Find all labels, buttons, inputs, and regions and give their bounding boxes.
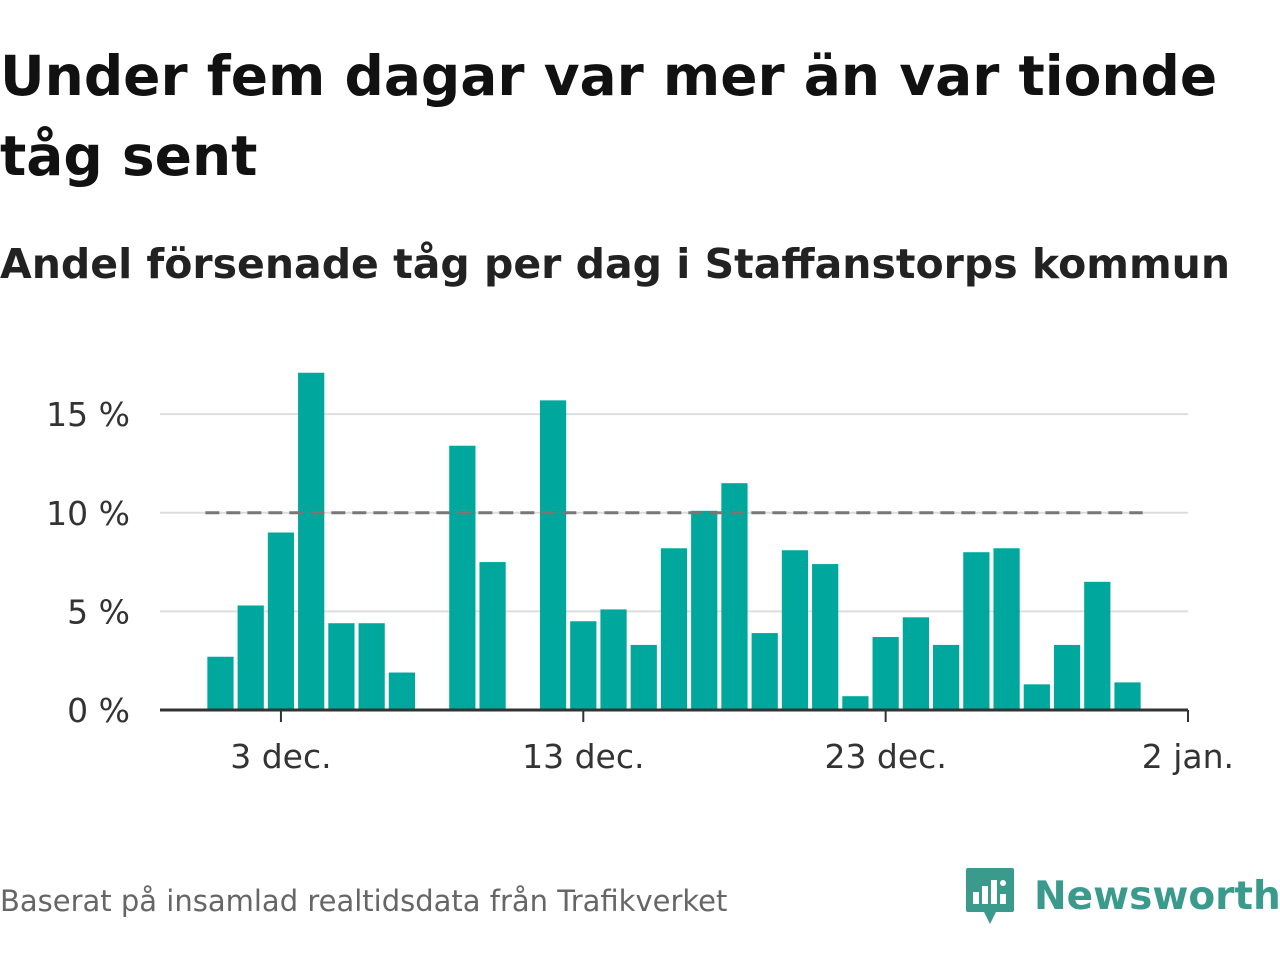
bar [781, 550, 809, 710]
y-tick-label: 5 % [67, 592, 130, 631]
brand-name: Newsworthy [1034, 873, 1280, 919]
y-tick-label: 10 % [46, 494, 130, 533]
bar-chart: 0 % 5 % 10 % 15 % 3 dec. 13 dec. 23 dec. 2 jan… [46, 372, 1234, 776]
bar [600, 609, 627, 710]
y-tick-label: 0 % [67, 691, 130, 730]
bar [1084, 581, 1111, 710]
bar [267, 532, 295, 710]
bar [1023, 684, 1050, 710]
bar [570, 621, 597, 710]
chart-title: Under fem dagar var mer än var tionde tå… [0, 44, 1218, 188]
chart-subtitle: Andel försenade tåg per dag i Staffansto… [0, 240, 1231, 288]
bar [630, 644, 657, 710]
x-tick-label: 3 dec. [230, 737, 331, 776]
newsworthy-logo-icon [966, 868, 1014, 924]
bar [751, 633, 778, 710]
bar [358, 623, 385, 710]
bar [237, 605, 264, 710]
bar [388, 672, 415, 710]
bar [328, 623, 355, 710]
bar [660, 548, 688, 710]
bar [933, 644, 960, 710]
bar [207, 656, 234, 710]
source-note: Baserat på insamlad realtidsdata från Tr… [0, 884, 728, 918]
bar [1114, 682, 1141, 710]
bar [842, 696, 869, 710]
x-tick-label: 2 jan. [1142, 737, 1234, 776]
bar [1053, 644, 1081, 710]
bar [993, 548, 1020, 710]
x-tick-label: 13 dec. [522, 737, 644, 776]
brand-logo: Newsworthy [964, 864, 1280, 928]
bar [812, 564, 839, 710]
y-axis-ticks: 0 % 5 % 10 % 15 % [46, 395, 130, 730]
bar [691, 510, 718, 710]
bar [963, 552, 990, 710]
bar [539, 400, 567, 710]
bar [872, 637, 899, 710]
bar [721, 483, 748, 710]
x-tick-label: 23 dec. [824, 737, 946, 776]
bars [207, 372, 1141, 710]
bar [298, 372, 325, 710]
bar [449, 445, 476, 710]
y-tick-label: 15 % [46, 395, 130, 434]
bar [902, 617, 929, 710]
bar [479, 562, 506, 710]
x-axis-ticks: 3 dec. 13 dec. 23 dec. 2 jan. [230, 710, 1234, 776]
